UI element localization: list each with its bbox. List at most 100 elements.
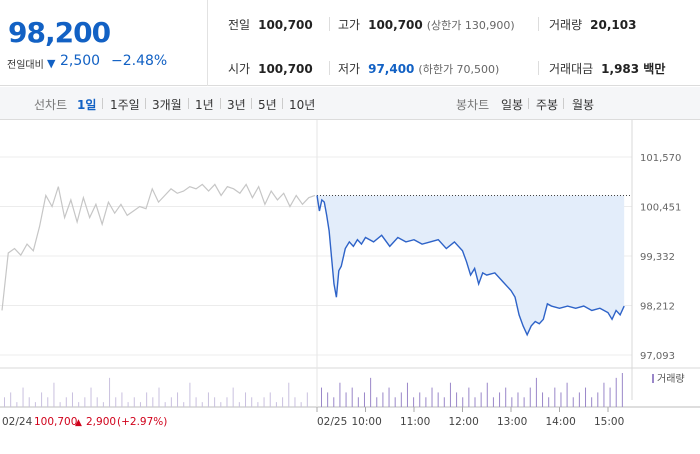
volume-bar	[139, 402, 141, 407]
chart-period-tabs: 선차트 1일 1주일 3개월 1년 3년 5년 10년 봉차트 일봉 주봉 월봉	[0, 87, 700, 120]
volume-bar	[327, 392, 329, 407]
volume-bar	[363, 392, 365, 407]
volume-bar	[288, 382, 290, 407]
turnover-value: 1,983 백만	[601, 62, 666, 76]
y-tick-label: 100,451	[640, 202, 681, 213]
divider	[538, 17, 539, 31]
volume-bar	[4, 397, 5, 407]
volume-bar	[394, 397, 396, 407]
volume-bar	[603, 382, 605, 407]
volume-bar	[357, 397, 359, 407]
volume-bar	[158, 387, 160, 407]
volume-bar	[382, 392, 384, 407]
upper-limit: (상한가 130,900)	[426, 19, 515, 32]
prev-day-price-line	[1, 183, 316, 311]
volume-bar	[554, 387, 556, 407]
x-tick-label: 10:00	[352, 416, 382, 428]
quote-summary: 98,200 전일대비 ▼ 2,500 −2.48% 전일 100,700 고가 1…	[0, 0, 700, 86]
low-value: 97,400	[368, 62, 415, 76]
volume-bar	[548, 397, 550, 407]
tab-1-day[interactable]: 1일	[77, 98, 97, 112]
volume-bar	[226, 397, 228, 407]
low-label: 저가	[338, 62, 361, 76]
divider	[220, 98, 221, 109]
volume-bar	[621, 373, 623, 407]
y-axis-ticks: 101,570 100,451 99,332 98,212 97,093	[640, 153, 681, 362]
volume-bar	[376, 397, 378, 407]
volume-bar	[109, 377, 111, 407]
tab-daily-candle[interactable]: 일봉	[501, 98, 524, 112]
divider	[329, 61, 330, 75]
volume-bar	[127, 402, 129, 407]
volume-bar	[535, 377, 537, 407]
tab-1-week[interactable]: 1주일	[110, 98, 140, 112]
volume-bar	[47, 397, 49, 407]
x-axis-ticks: 02/25 10:00 11:00 12:00 13:00 14:00 15:00	[316, 407, 624, 428]
volume-bar	[102, 402, 104, 407]
high-stat: 고가 100,700 (상한가 130,900)	[338, 16, 515, 33]
volume-bar	[560, 392, 562, 407]
prev-day-close: 100,700	[34, 416, 77, 428]
divider	[251, 98, 252, 109]
volume-bar	[41, 392, 43, 407]
prev-close-label: 전일	[228, 18, 251, 32]
volume-bar	[238, 402, 240, 407]
volume-bar	[486, 382, 488, 407]
volume-legend: 거래량	[657, 373, 685, 385]
volume-bar	[245, 392, 247, 407]
tab-monthly-candle[interactable]: 월봉	[572, 98, 595, 112]
volume-bar	[232, 387, 234, 407]
tab-weekly-candle[interactable]: 주봉	[536, 98, 559, 112]
volume-bar	[195, 397, 197, 407]
volume-stat: 거래량 20,103	[549, 16, 636, 33]
open-stat: 시가 100,700	[228, 60, 313, 77]
volume-bar	[84, 397, 86, 407]
volume-bar	[321, 387, 322, 407]
volume-bar	[597, 392, 599, 407]
x-tick-label: 12:00	[449, 416, 479, 428]
volume-bar	[449, 382, 451, 407]
volume-bar	[492, 397, 494, 407]
turnover-stat: 거래대금 1,983 백만	[549, 60, 665, 77]
high-label: 고가	[338, 18, 361, 32]
prev-close-value: 100,700	[258, 18, 313, 32]
volume-bar	[566, 382, 568, 407]
divider	[329, 17, 330, 31]
volume-bar	[511, 397, 513, 407]
tab-3-years[interactable]: 3년	[227, 98, 246, 112]
volume-bar	[251, 397, 253, 407]
tab-10-years[interactable]: 10년	[289, 98, 316, 112]
change-label: 전일대비	[7, 60, 44, 71]
today-price-line	[316, 195, 625, 337]
change-value: 2,500	[60, 53, 101, 69]
volume-bar	[201, 402, 203, 407]
divider	[188, 98, 189, 109]
volume-bar	[115, 397, 117, 407]
x-tick-label: 13:00	[497, 416, 527, 428]
volume-bar	[189, 382, 191, 407]
volume-bar	[431, 387, 433, 407]
volume-bar	[443, 397, 445, 407]
volume-bar	[413, 397, 415, 407]
volume-bar	[34, 402, 36, 407]
volume-bar	[474, 397, 476, 407]
prev-day-change: 2,900	[86, 416, 116, 428]
x-tick-label: 11:00	[400, 416, 430, 428]
price-box: 98,200 전일대비 ▼ 2,500 −2.48%	[0, 0, 208, 86]
volume-bar	[517, 392, 519, 407]
volume-bar	[207, 392, 209, 407]
volume-bar	[306, 392, 308, 407]
volume-bar	[591, 397, 593, 407]
volume-bar	[339, 382, 341, 407]
x-tick-label: 15:00	[594, 416, 624, 428]
tab-1-year[interactable]: 1년	[195, 98, 214, 112]
prev-day-date: 02/24	[2, 416, 33, 428]
volume-bar	[406, 382, 408, 407]
price-chart: 101,570 100,451 99,332 98,212 97,093 거래량 02/…	[0, 120, 700, 450]
volume-bar	[96, 397, 98, 407]
divider	[102, 98, 103, 109]
volume-bar	[282, 397, 284, 407]
volume-bar	[78, 402, 80, 407]
tab-3-months[interactable]: 3개월	[152, 98, 182, 112]
tab-5-years[interactable]: 5년	[258, 98, 277, 112]
